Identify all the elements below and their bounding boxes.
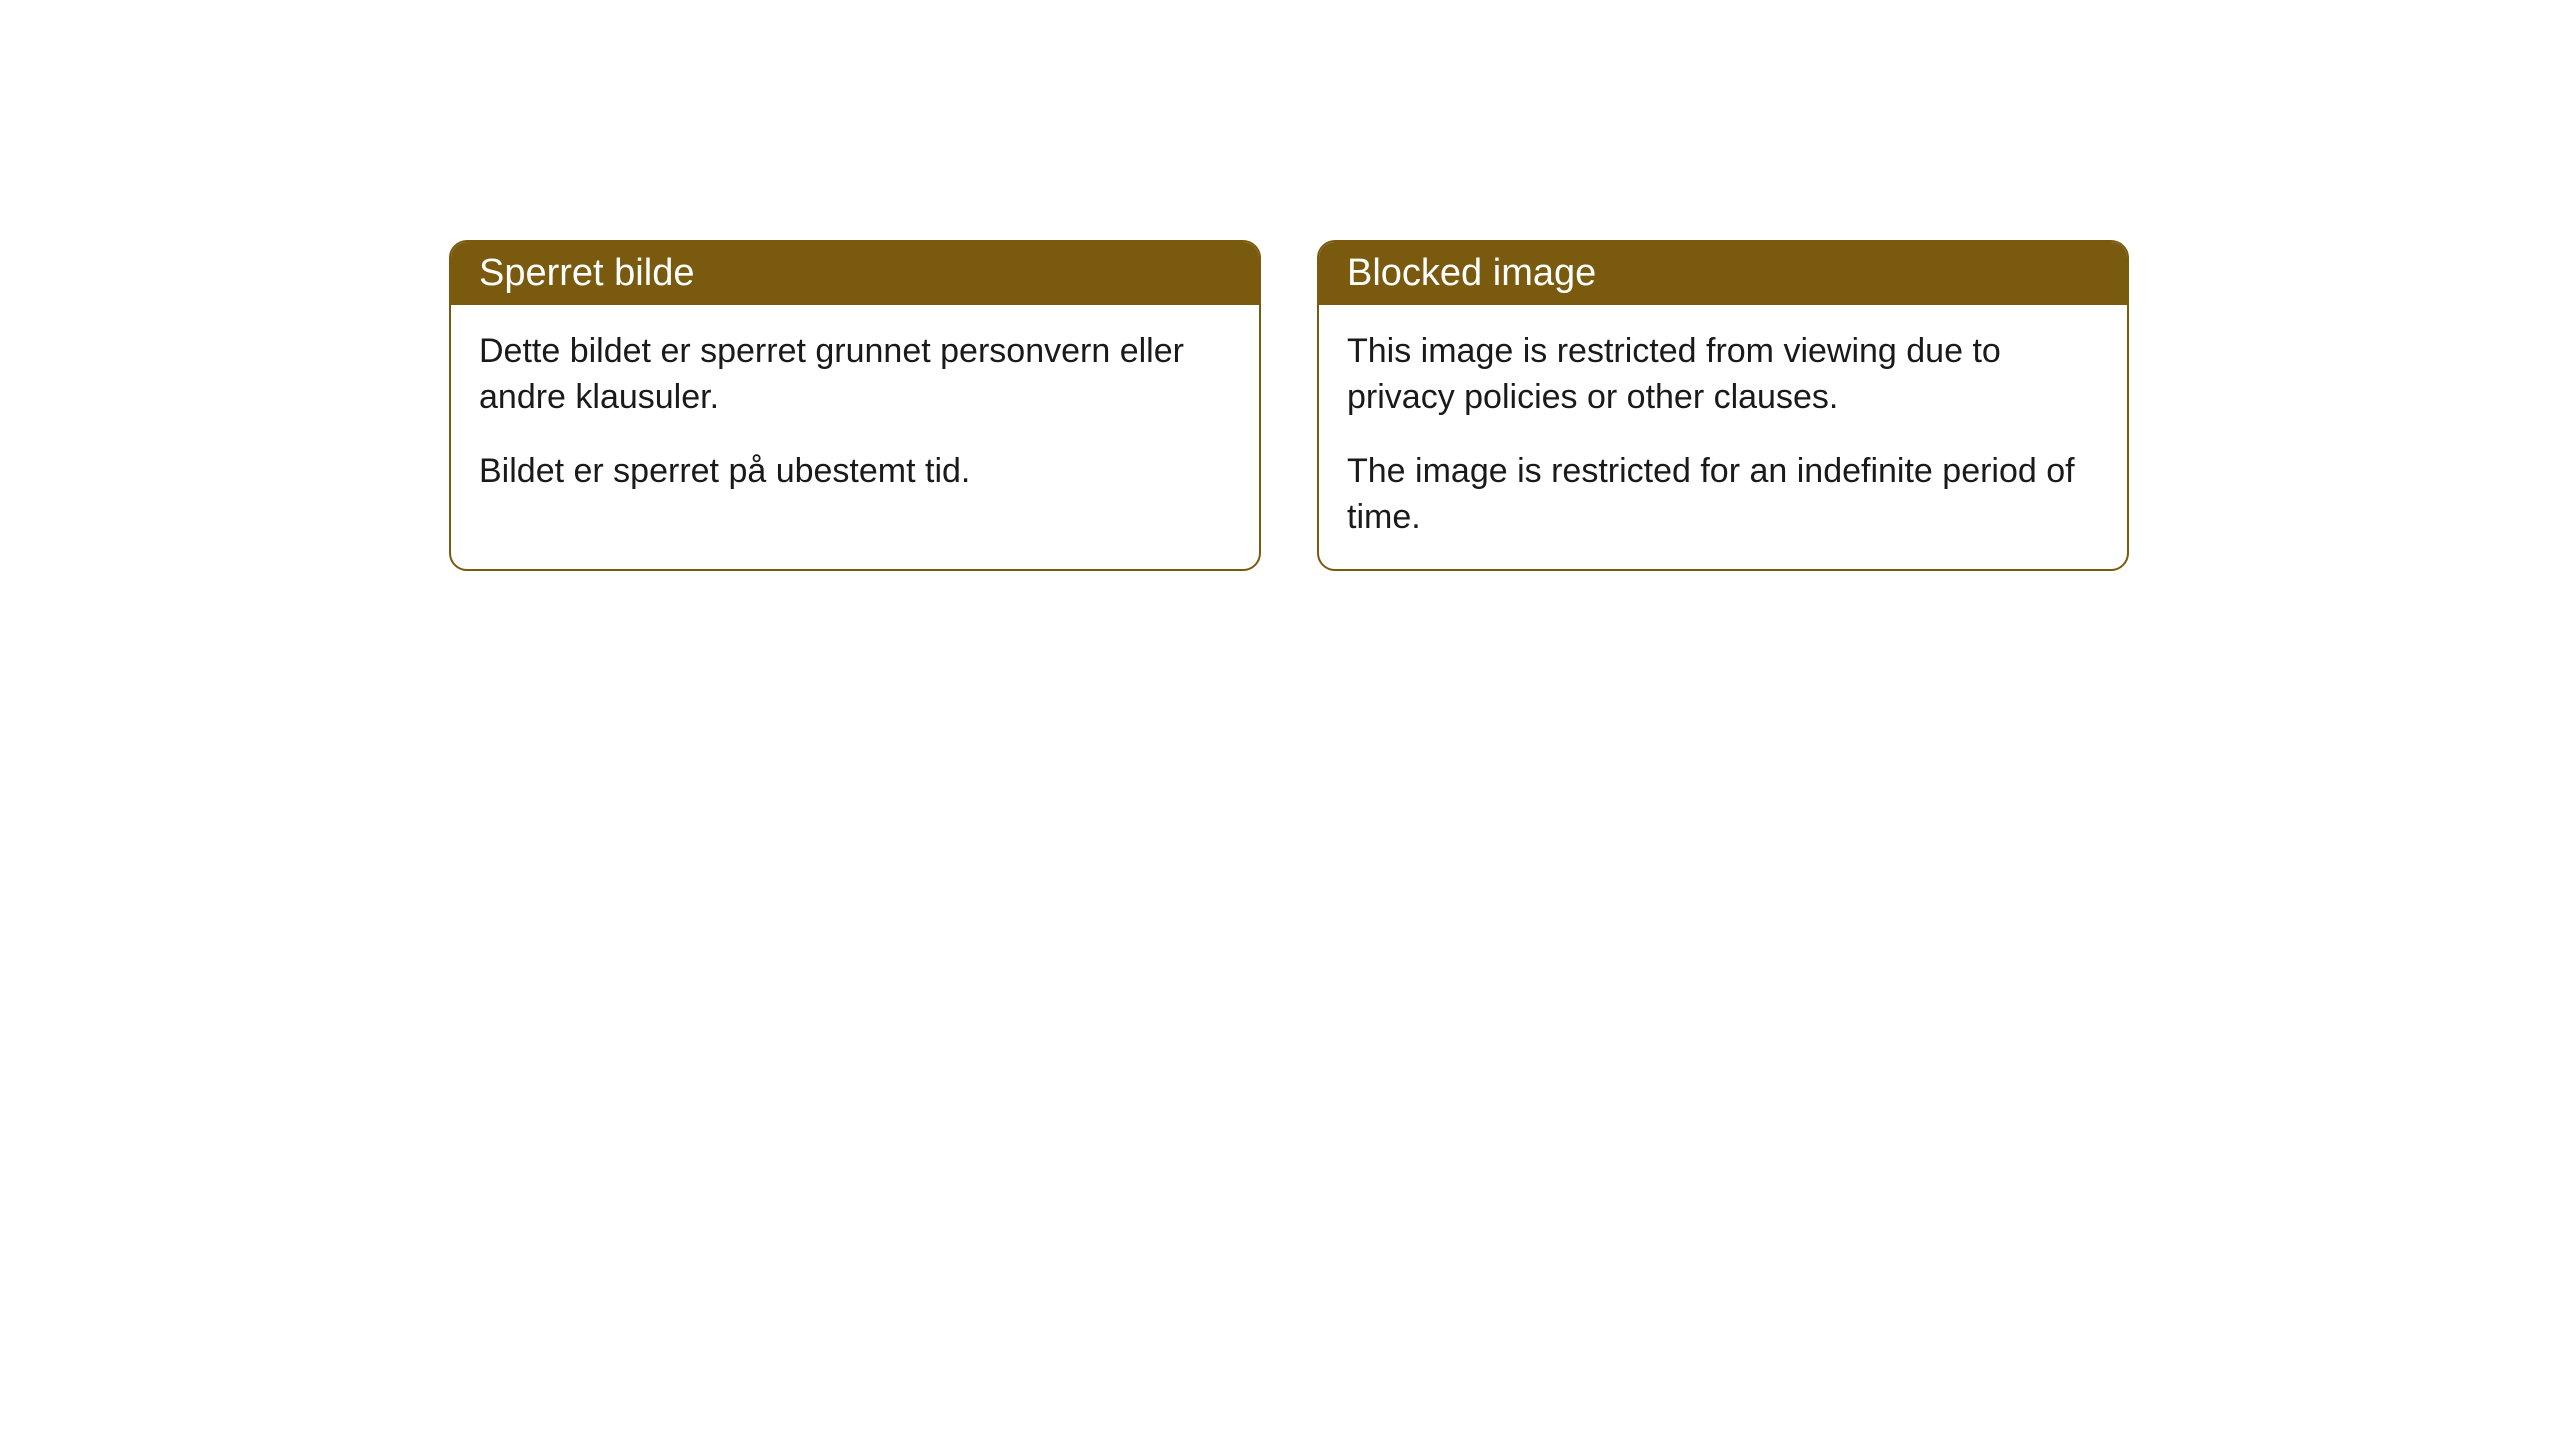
card-english: Blocked image This image is restricted f…: [1317, 240, 2129, 571]
card-paragraph: Bildet er sperret på ubestemt tid.: [479, 449, 1231, 495]
card-header-norwegian: Sperret bilde: [451, 242, 1259, 305]
card-paragraph: The image is restricted for an indefinit…: [1347, 449, 2099, 541]
card-body-norwegian: Dette bildet er sperret grunnet personve…: [451, 305, 1259, 523]
card-body-english: This image is restricted from viewing du…: [1319, 305, 2127, 569]
card-header-english: Blocked image: [1319, 242, 2127, 305]
card-norwegian: Sperret bilde Dette bildet er sperret gr…: [449, 240, 1261, 571]
cards-container: Sperret bilde Dette bildet er sperret gr…: [449, 240, 2129, 571]
card-paragraph: Dette bildet er sperret grunnet personve…: [479, 329, 1231, 421]
card-paragraph: This image is restricted from viewing du…: [1347, 329, 2099, 421]
